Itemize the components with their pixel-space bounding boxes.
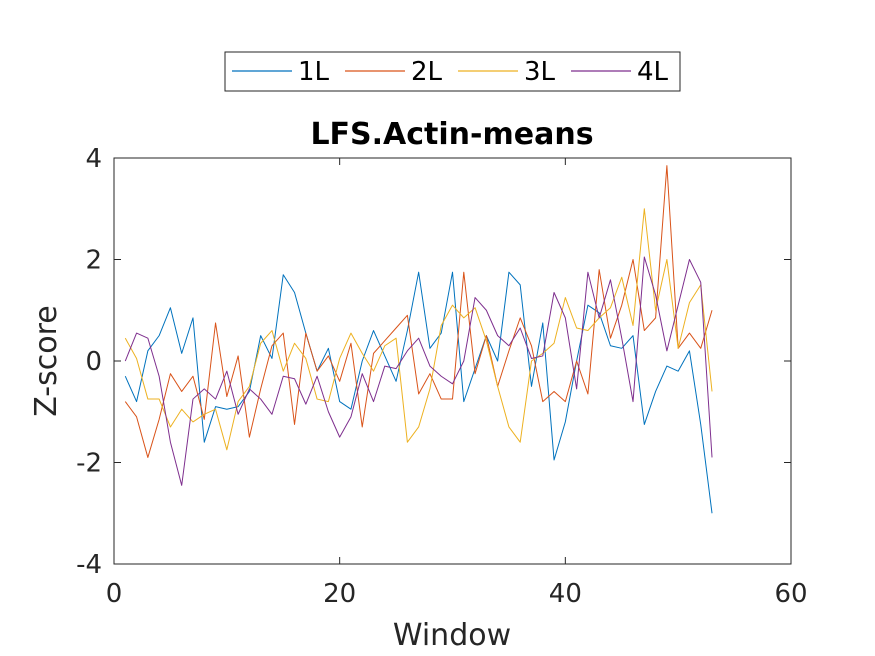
x-axis-label: Window [393,618,511,653]
legend-entry-2l: 2L [345,57,443,87]
legend-entry-3l: 3L [458,57,556,87]
legend-label-3l: 3L [524,57,556,87]
chart-title: LFS.Actin-means [310,117,593,152]
series-line-2l [124,165,713,458]
x-tick-label: 0 [106,579,123,609]
plot-area [114,158,791,564]
y-axis-ticks: -4 -2 0 2 4 [76,144,791,580]
legend-label-4l: 4L [637,57,669,87]
series-line-1l [124,271,713,514]
x-tick-label: 40 [549,579,582,609]
x-tick-label: 60 [774,579,807,609]
legend-label-2l: 2L [411,57,443,87]
y-tick-label: -2 [76,449,102,479]
legend-entry-1l: 1L [232,57,330,87]
x-tick-label: 20 [323,579,356,609]
series-line-4l [124,256,713,486]
series-layer [124,165,713,514]
y-tick-label: 4 [85,144,102,174]
x-axis-ticks: 0 20 40 60 [106,158,808,609]
y-tick-label: 2 [85,246,102,276]
y-axis-label: Z-score [29,305,64,416]
legend-entry-4l: 4L [571,57,669,87]
y-tick-label: -4 [76,550,102,580]
legend: 1L 2L 3L 4L [224,51,681,92]
y-tick-label: 0 [85,347,102,377]
legend-label-1l: 1L [298,57,330,87]
